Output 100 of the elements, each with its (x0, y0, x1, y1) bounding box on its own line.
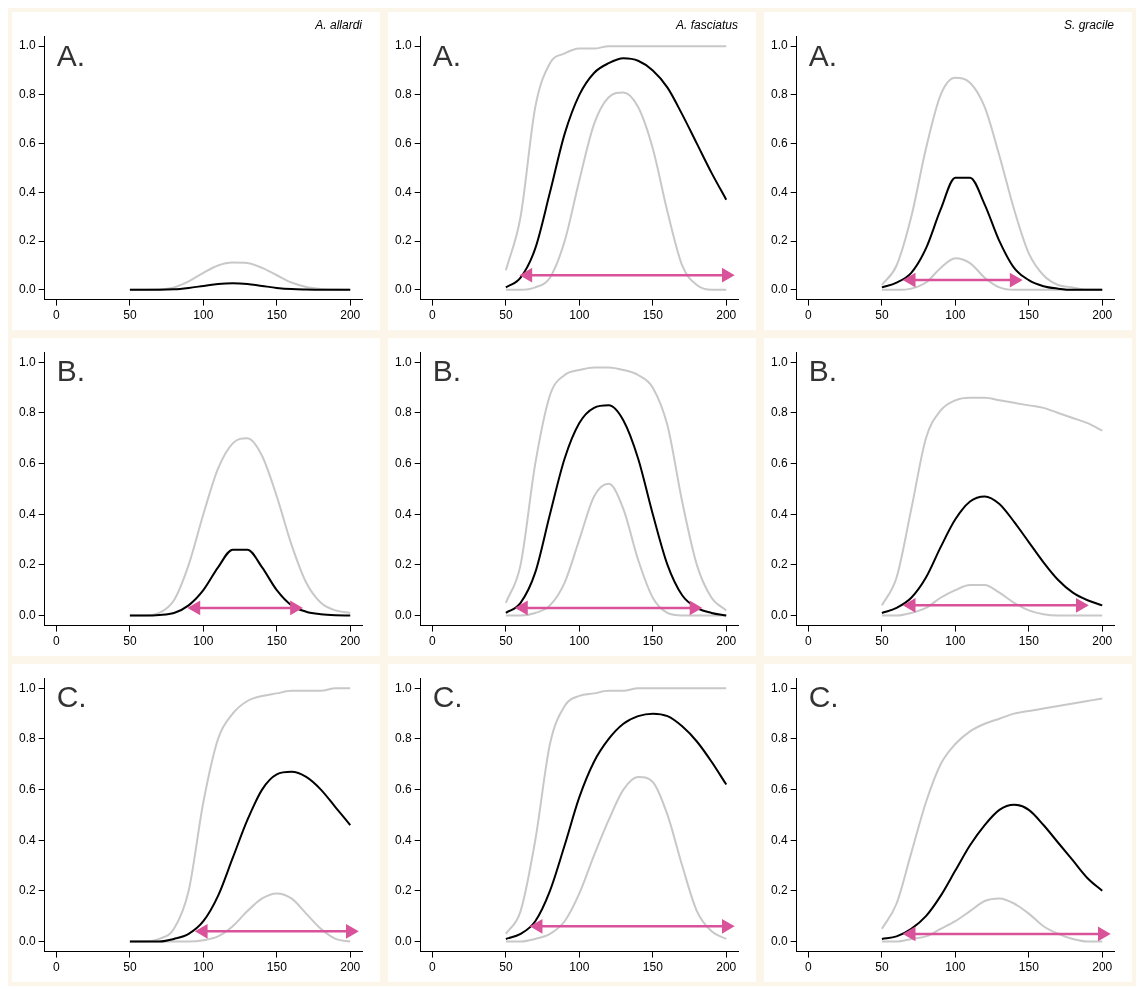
annotation: C. (432, 680, 463, 714)
x-tick-label: 100 (945, 634, 966, 649)
x-tick-label: 0 (53, 308, 61, 323)
y-tick-label: 0.6 (394, 455, 412, 470)
annotation: B. (808, 354, 838, 388)
x-tick-label: 50 (123, 308, 137, 323)
annotation: A. (56, 38, 86, 72)
x-tick-label: 0 (805, 960, 813, 975)
x-tick-label: 50 (875, 634, 889, 649)
y-tick-label: 0.4 (770, 506, 788, 521)
x-tick-label: 200 (716, 960, 737, 975)
x-tick-label: 200 (340, 634, 361, 649)
y-tick-label: 0.8 (18, 731, 36, 746)
y-tick-label: 0.2 (394, 883, 412, 898)
y-tick-label: 0.2 (394, 233, 412, 248)
x-tick-label: 50 (499, 634, 513, 649)
y-tick-label: 0.8 (394, 87, 412, 102)
y-tick-label: 0.6 (770, 781, 788, 796)
y-tick-label: 0.8 (770, 405, 788, 420)
y-tick-label: 0.2 (18, 883, 36, 898)
y-tick-label: 0.2 (770, 233, 788, 248)
y-tick-label: 0.0 (770, 607, 788, 622)
x-tick-label: 150 (642, 308, 664, 323)
y-tick-label: 0.2 (18, 233, 36, 248)
x-tick-label: 200 (340, 960, 361, 975)
x-tick-label: 50 (499, 308, 513, 323)
x-tick-label: 200 (1092, 634, 1113, 649)
y-tick-label: 0.6 (18, 781, 36, 796)
y-tick-label: 1.0 (770, 354, 788, 369)
chart-title: A. fasciatus (674, 17, 738, 32)
x-tick-label: 50 (875, 308, 889, 323)
x-tick-label: 200 (340, 308, 361, 323)
y-tick-label: 0.6 (18, 455, 36, 470)
y-tick-label: 1.0 (18, 680, 36, 695)
x-tick-label: 50 (875, 960, 889, 975)
y-tick-label: 0.4 (770, 832, 788, 847)
y-tick-label: 0.0 (18, 933, 36, 948)
y-tick-label: 0.0 (394, 607, 412, 622)
x-tick-label: 150 (266, 960, 288, 975)
x-tick-label: 0 (805, 634, 813, 649)
x-tick-label: 150 (642, 634, 664, 649)
x-tick-label: 100 (945, 308, 966, 323)
x-tick-label: 0 (53, 960, 61, 975)
x-tick-label: 50 (499, 960, 513, 975)
x-tick-label: 200 (1092, 960, 1113, 975)
y-tick-label: 1.0 (770, 680, 788, 695)
x-tick-label: 100 (569, 960, 590, 975)
y-tick-label: 1.0 (18, 38, 36, 53)
y-tick-label: 0.0 (394, 282, 412, 297)
annotation: A. (808, 38, 838, 72)
y-tick-label: 0.0 (770, 282, 788, 297)
x-tick-label: 150 (1018, 960, 1040, 975)
y-tick-label: 0.0 (770, 933, 788, 948)
x-tick-label: 0 (805, 308, 813, 323)
annotation: B. (56, 354, 86, 388)
y-tick-label: 0.2 (770, 557, 788, 572)
x-tick-label: 0 (53, 634, 61, 649)
y-tick-label: 0.2 (18, 557, 36, 572)
y-tick-label: 0.6 (770, 455, 788, 470)
y-tick-label: 0.8 (18, 405, 36, 420)
x-tick-label: 100 (193, 634, 214, 649)
x-tick-label: 150 (266, 308, 288, 323)
annotation: C. (56, 680, 87, 714)
annotation: C. (808, 680, 839, 714)
y-tick-label: 0.6 (394, 135, 412, 150)
x-tick-label: 100 (193, 960, 214, 975)
y-tick-label: 0.2 (770, 883, 788, 898)
y-tick-label: 0.4 (394, 184, 412, 199)
y-tick-label: 1.0 (770, 38, 788, 53)
x-tick-label: 0 (429, 634, 437, 649)
x-tick-label: 50 (123, 634, 137, 649)
y-tick-label: 0.4 (394, 832, 412, 847)
y-tick-label: 0.8 (770, 731, 788, 746)
y-tick-label: 1.0 (394, 354, 412, 369)
x-tick-label: 200 (1092, 308, 1113, 323)
y-tick-label: 0.6 (394, 781, 412, 796)
chart-title: A. allardi (314, 17, 363, 32)
y-tick-label: 0.8 (18, 87, 36, 102)
y-tick-label: 1.0 (394, 38, 412, 53)
x-tick-label: 100 (945, 960, 966, 975)
y-tick-label: 0.4 (18, 832, 36, 847)
y-tick-label: 0.0 (394, 933, 412, 948)
y-tick-label: 0.8 (394, 731, 412, 746)
y-tick-label: 0.2 (394, 557, 412, 572)
x-tick-label: 50 (123, 960, 137, 975)
y-tick-label: 1.0 (394, 680, 412, 695)
x-tick-label: 200 (716, 308, 737, 323)
y-tick-label: 0.6 (18, 135, 36, 150)
x-tick-label: 100 (193, 308, 214, 323)
x-tick-label: 100 (569, 308, 590, 323)
x-tick-label: 100 (569, 634, 590, 649)
y-tick-label: 0.8 (770, 87, 788, 102)
y-tick-label: 0.0 (18, 607, 36, 622)
x-tick-label: 200 (716, 634, 737, 649)
y-tick-label: 0.4 (394, 506, 412, 521)
x-tick-label: 150 (266, 634, 288, 649)
y-tick-label: 0.4 (770, 184, 788, 199)
y-tick-label: 0.6 (770, 135, 788, 150)
x-tick-label: 0 (429, 308, 437, 323)
chart-title: S. gracile (1063, 17, 1115, 32)
